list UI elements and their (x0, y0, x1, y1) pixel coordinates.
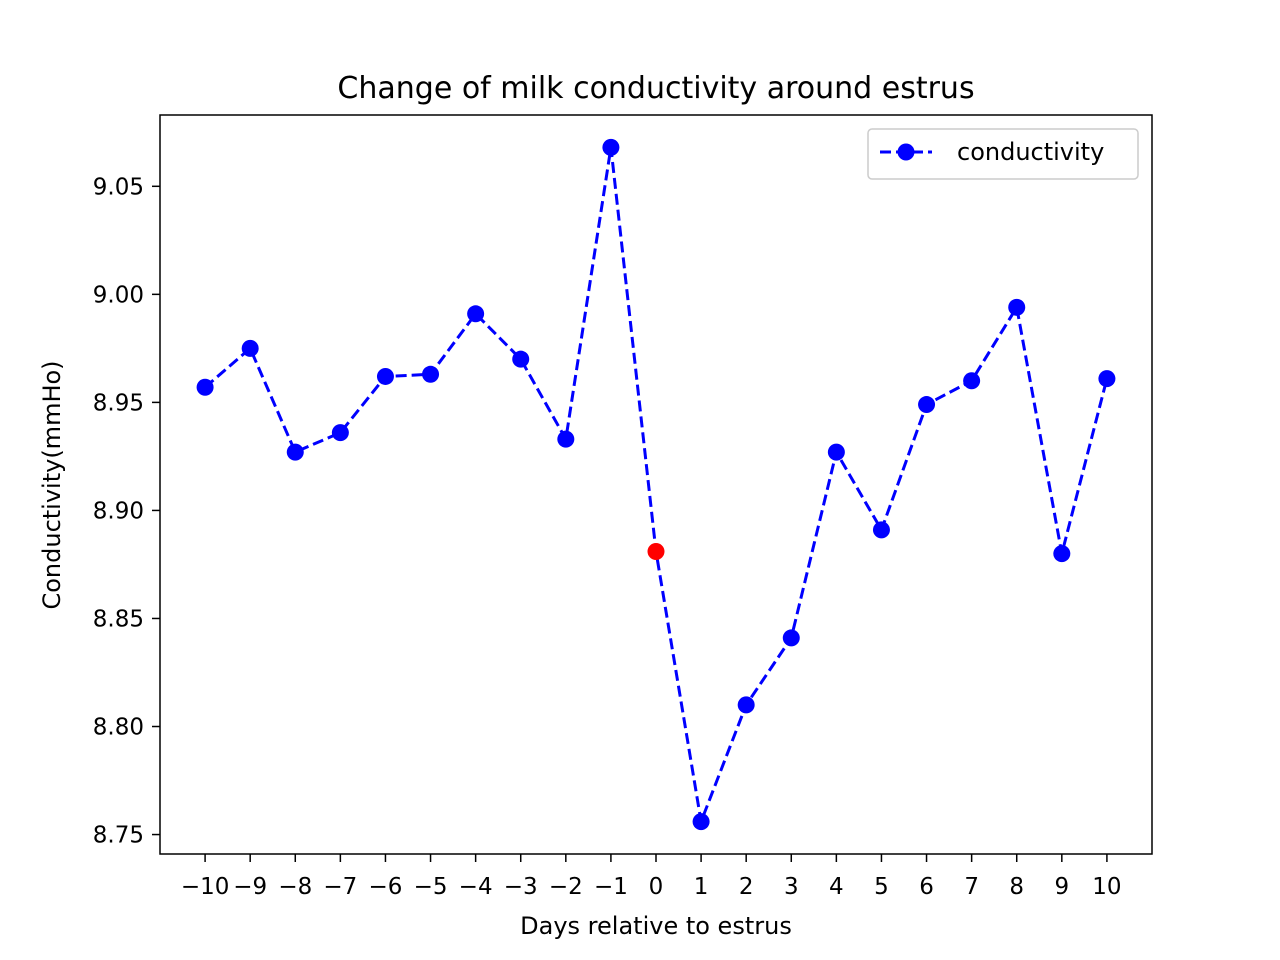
x-tick-label: 4 (829, 874, 844, 900)
data-point (512, 350, 530, 368)
y-tick-label: 8.75 (93, 823, 144, 849)
highlight-point (647, 542, 665, 560)
legend: conductivity (867, 128, 1139, 180)
y-tick-label: 9.00 (93, 282, 144, 308)
y-tick-label: 8.85 (93, 606, 144, 632)
y-tick-label: 8.90 (93, 498, 144, 524)
data-point (286, 443, 304, 461)
data-point (331, 424, 349, 442)
data-point (602, 138, 620, 156)
y-tick-label: 8.95 (93, 390, 144, 416)
y-tick-label: 9.05 (93, 174, 144, 200)
legend-box (867, 128, 1139, 180)
data-point (827, 443, 845, 461)
chart-title: Change of milk conductivity around estru… (337, 71, 974, 106)
data-point (557, 430, 575, 448)
x-tick-label: −4 (459, 874, 493, 900)
x-axis: −10 −9 −8 −7 −6 −5 −4 −3 −2 −1 0 1 2 3 4 5 6 7 8 9 10 (181, 854, 1122, 900)
data-point (1098, 370, 1116, 388)
data-point (692, 813, 710, 831)
y-tick-label: 8.80 (93, 715, 144, 741)
x-tick-label: −2 (549, 874, 583, 900)
x-tick-label: 9 (1054, 874, 1069, 900)
plot-area (196, 138, 1116, 831)
data-point (241, 339, 259, 357)
x-axis-label: Days relative to estrus (520, 912, 792, 940)
x-tick-label: 7 (964, 874, 979, 900)
data-point (872, 521, 890, 539)
x-tick-label: −3 (504, 874, 538, 900)
x-tick-label: 5 (874, 874, 889, 900)
x-tick-label: −5 (414, 874, 448, 900)
y-axis-label: Conductivity(mmHo) (38, 360, 66, 609)
x-tick-label: 1 (694, 874, 709, 900)
x-tick-label: 10 (1092, 874, 1121, 900)
x-tick-label: 0 (649, 874, 664, 900)
data-point (422, 365, 440, 383)
legend-marker-sample (897, 143, 915, 161)
x-tick-label: −7 (323, 874, 357, 900)
x-tick-label: 6 (919, 874, 934, 900)
x-tick-label: −8 (278, 874, 312, 900)
x-tick-label: 8 (1009, 874, 1024, 900)
x-tick-label: 3 (784, 874, 799, 900)
data-point (196, 378, 214, 396)
x-tick-label: 2 (739, 874, 754, 900)
data-point (467, 305, 485, 323)
x-tick-label: −10 (181, 874, 230, 900)
x-tick-label: −6 (369, 874, 403, 900)
data-point (1053, 545, 1071, 563)
data-point (918, 396, 936, 414)
data-point (376, 367, 394, 385)
data-point (1008, 298, 1026, 316)
x-tick-label: −1 (594, 874, 628, 900)
y-axis: 8.75 8.80 8.85 8.90 8.95 9.00 9.05 (93, 174, 160, 849)
x-tick-label: −9 (233, 874, 267, 900)
legend-entry-conductivity: conductivity (957, 138, 1104, 166)
data-point (737, 696, 755, 714)
data-point (782, 629, 800, 647)
data-point (963, 372, 981, 390)
